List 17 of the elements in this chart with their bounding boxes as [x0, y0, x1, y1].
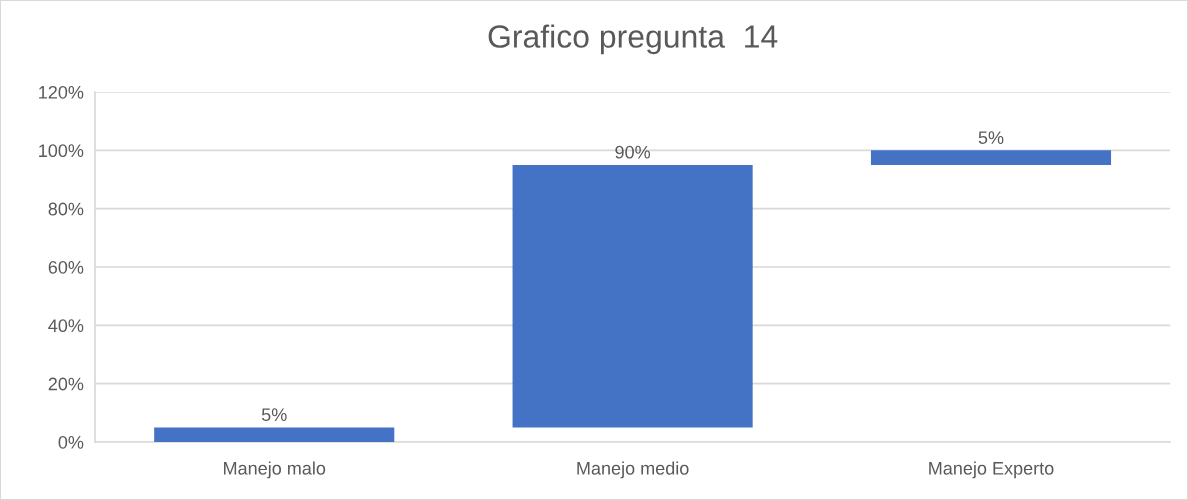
- y-tick-label: 100%: [39, 144, 84, 158]
- y-tick-label: 40%: [48, 319, 84, 333]
- data-label: 90%: [615, 145, 651, 159]
- chart-title: Grafico pregunta 14: [488, 24, 778, 55]
- bar: [870, 150, 1112, 165]
- x-tick-label: Manejo medio: [577, 461, 689, 479]
- y-tick-label: 20%: [48, 377, 84, 391]
- y-tick-label: 60%: [48, 260, 84, 274]
- x-tick-label: Manejo Experto: [929, 461, 1054, 479]
- bar: [512, 164, 753, 428]
- y-tick-label: 0%: [58, 435, 84, 449]
- bar: [154, 427, 395, 442]
- y-tick-label: 120%: [39, 85, 84, 99]
- y-tick-label: 80%: [48, 202, 84, 216]
- x-tick-label: Manejo malo: [224, 461, 326, 479]
- data-label: 5%: [261, 408, 287, 422]
- data-label: 5%: [978, 131, 1004, 144]
